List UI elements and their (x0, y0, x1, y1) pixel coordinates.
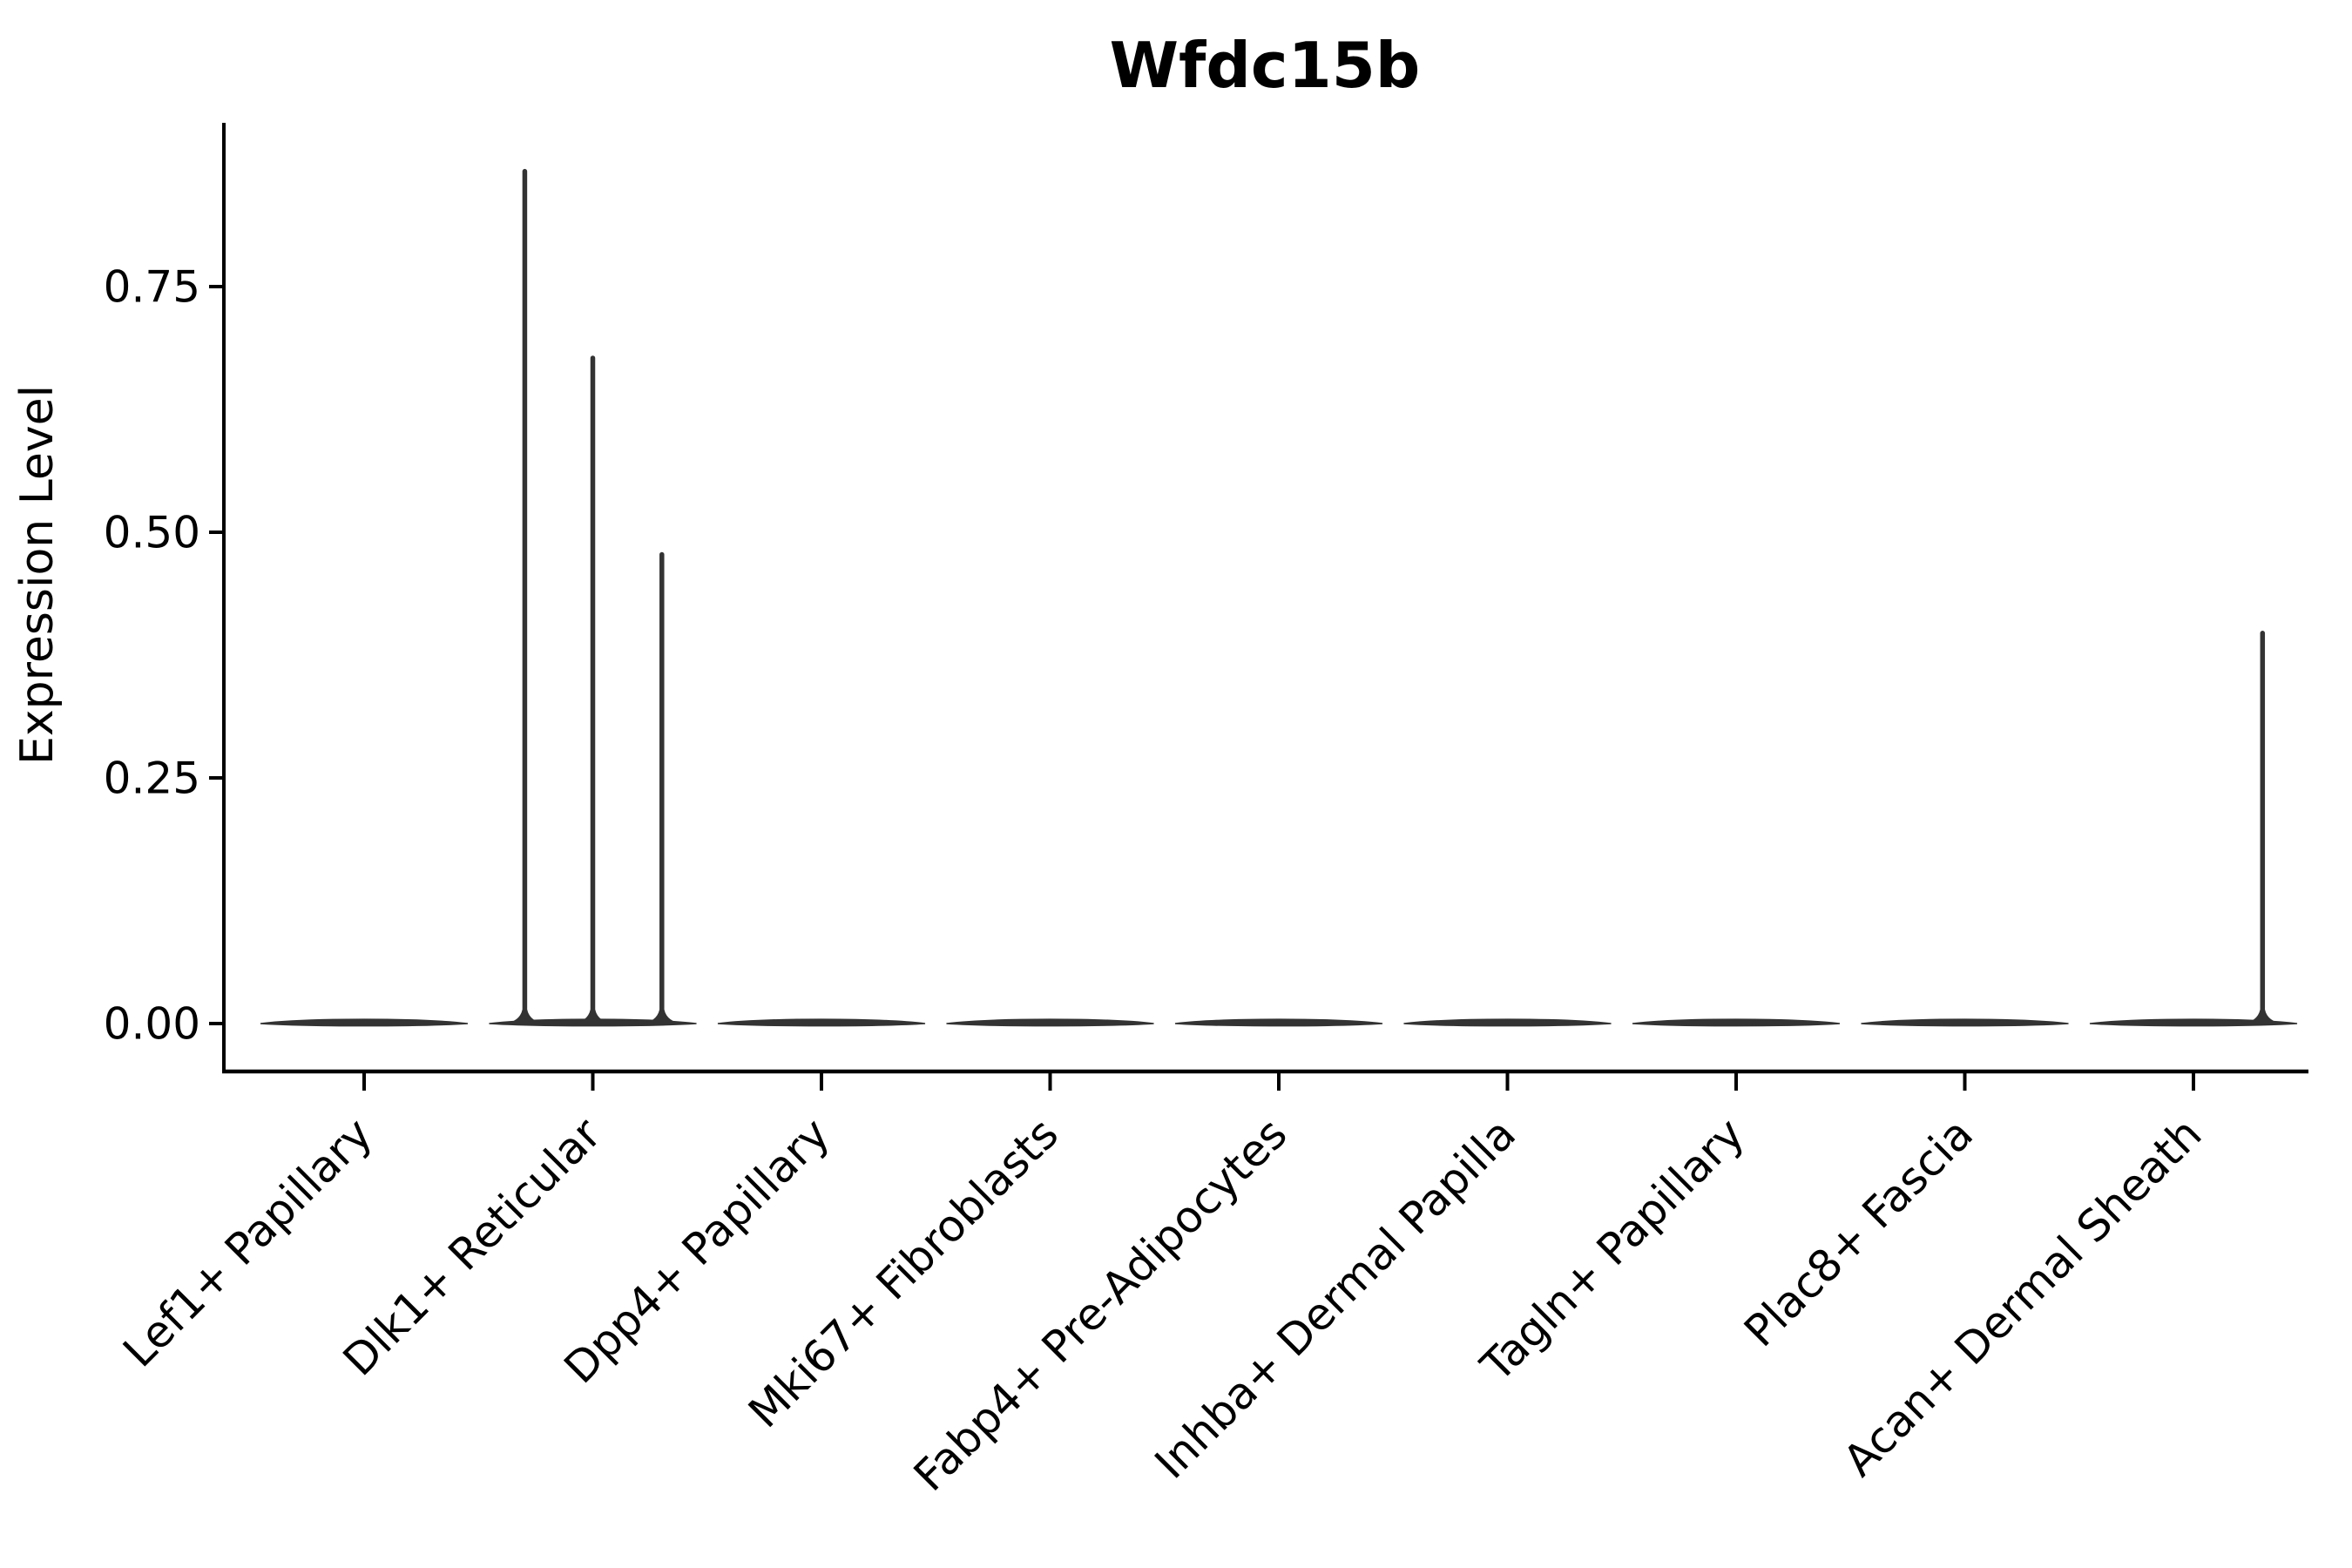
y-axis-label: Expression Level (11, 385, 64, 765)
violin-base (1632, 1018, 1841, 1027)
chart-title: Wfdc15b (1110, 29, 1421, 102)
y-tick-label: 0.50 (104, 508, 200, 558)
violin-base (717, 1018, 926, 1027)
violin-base (2089, 1018, 2298, 1027)
x-tick-label: Plac8+ Fascia (1734, 1108, 1983, 1356)
violin-base (260, 1018, 469, 1027)
x-tick-label: Fabp4+ Pre-Adipocytes (904, 1108, 1297, 1501)
violins-group (260, 168, 2298, 1027)
violin-base (1403, 1018, 1612, 1027)
x-tick-label: Inhba+ Dermal Papilla (1146, 1108, 1525, 1488)
violin-base (946, 1018, 1154, 1027)
y-axis: 0.00 0.25 0.50 0.75 (104, 123, 226, 1073)
y-tick-label: 0.75 (104, 262, 200, 313)
y-tick-label: 0.00 (104, 999, 200, 1050)
y-tick-label: 0.25 (104, 754, 200, 804)
violin-base (1174, 1018, 1383, 1027)
violin-base (1861, 1018, 2069, 1027)
x-tick-label: Lef1+ Papillary (113, 1108, 382, 1376)
